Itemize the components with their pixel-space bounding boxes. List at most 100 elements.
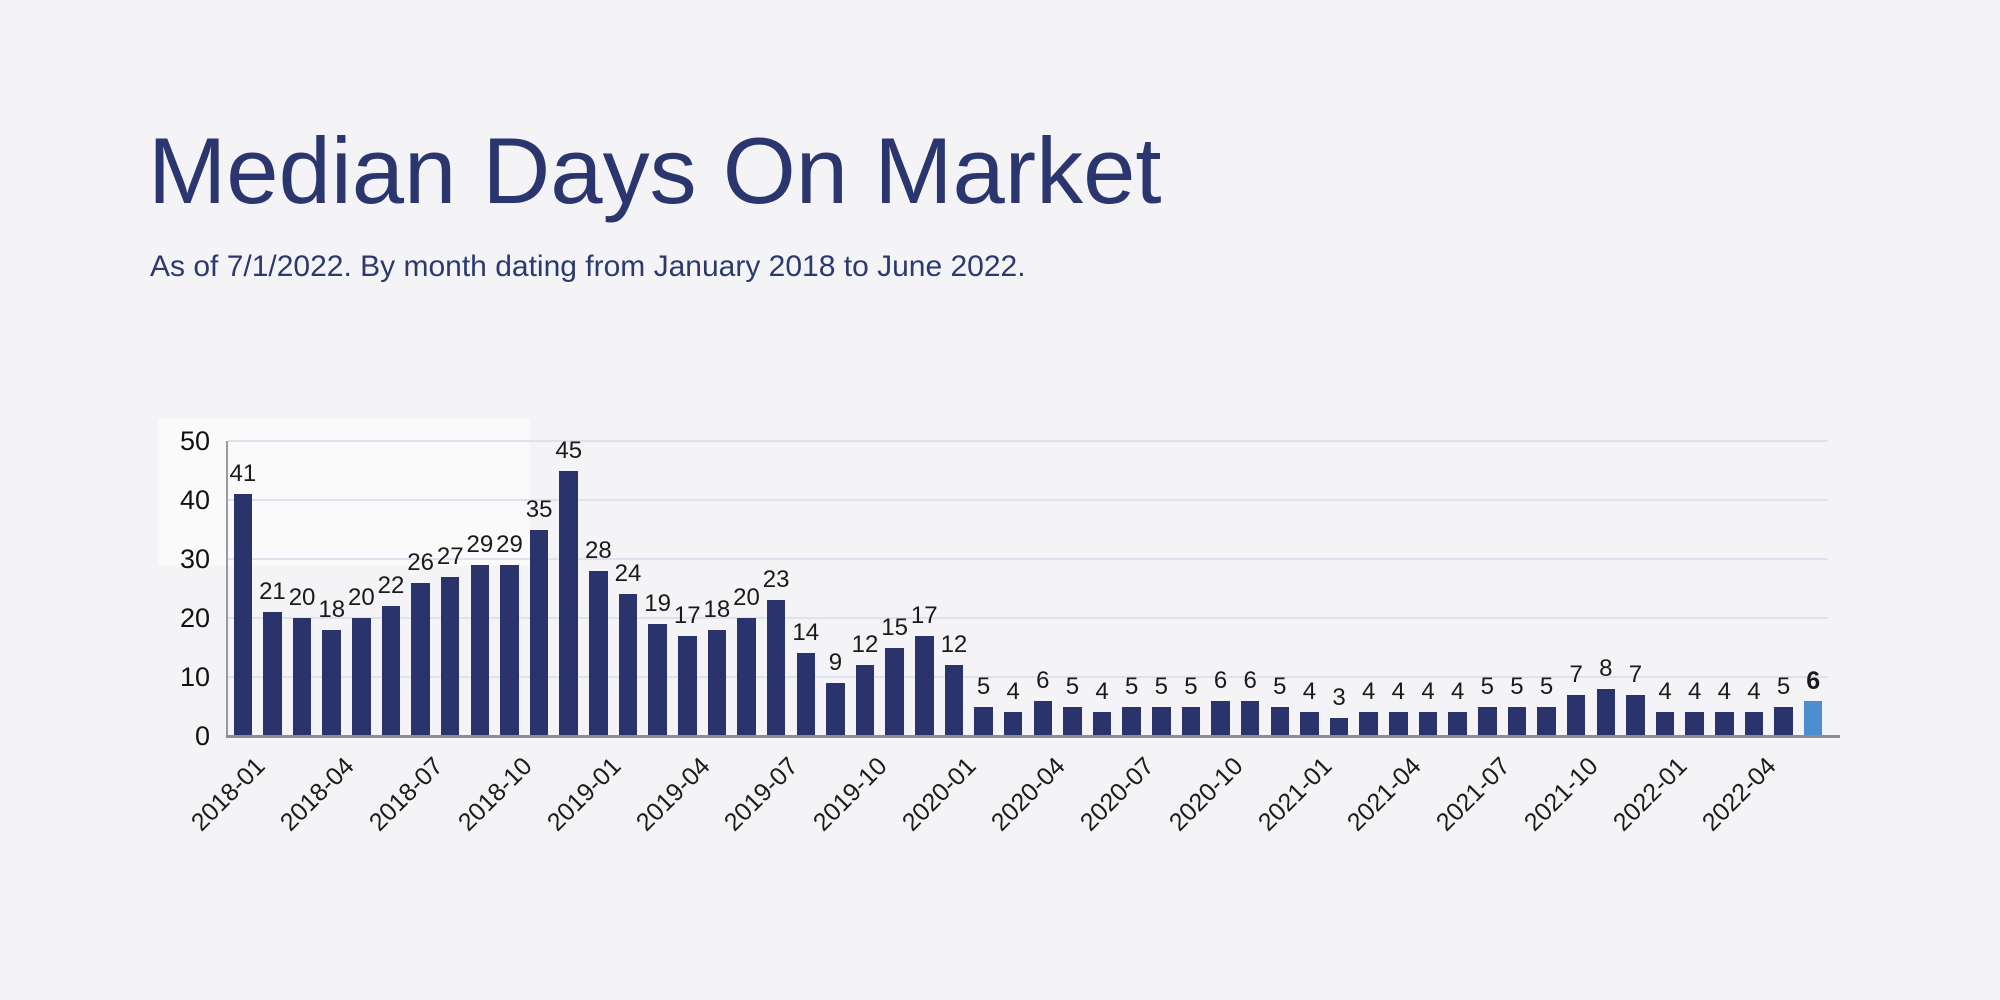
x-axis-tick-label: 2019-10 (808, 752, 893, 837)
bar (974, 706, 993, 736)
bar (1240, 700, 1260, 736)
bar-value-label: 8 (1599, 654, 1613, 682)
bar (1270, 706, 1290, 736)
bar-value-label: 35 (525, 495, 553, 523)
bar (559, 470, 578, 736)
bar-value-label: 19 (644, 589, 671, 617)
bar (1359, 712, 1378, 736)
x-axis-tick-label: 2022-04 (1697, 752, 1782, 837)
bar-value-label: 18 (703, 595, 731, 623)
bar (500, 564, 519, 736)
x-axis-tick-label: 2020-10 (1163, 752, 1249, 837)
bar-value-label: 5 (1539, 672, 1554, 700)
y-axis-tick-label: 20 (179, 603, 210, 633)
bar-value-label: 12 (851, 631, 879, 659)
bar-value-label: 4 (1717, 678, 1731, 706)
bar (1566, 694, 1586, 736)
bar-value-label: 4 (1687, 678, 1702, 706)
bar (1329, 718, 1349, 736)
bar (1063, 706, 1082, 736)
bar-value-label: 6 (1806, 666, 1821, 695)
bar (1122, 706, 1141, 736)
x-axis-tick-label: 2019-07 (719, 752, 804, 837)
bar-value-label: 5 (1154, 672, 1168, 700)
bar (796, 653, 816, 736)
bar (678, 635, 697, 736)
bar-value-label: 4 (1391, 678, 1406, 706)
bar (648, 623, 667, 736)
bar-value-label: 12 (940, 631, 968, 659)
bar (352, 618, 371, 736)
bar-value-label: 28 (585, 536, 612, 564)
bar-value-label: 21 (259, 578, 286, 606)
bar-value-label: 4 (1006, 678, 1020, 706)
bar-value-label: 7 (1569, 660, 1583, 688)
bar-value-label: 9 (828, 648, 843, 676)
bar (618, 594, 638, 736)
bar (233, 494, 253, 736)
bar-value-label: 17 (673, 601, 701, 629)
bar-value-label: 14 (792, 619, 820, 647)
bar-value-label: 41 (229, 460, 257, 488)
x-axis-tick-label: 2019-04 (630, 752, 716, 837)
x-axis-tick-label: 2021-04 (1341, 752, 1427, 837)
bar (826, 682, 845, 736)
bar-value-label: 5 (1065, 672, 1080, 700)
bar-value-label: 17 (910, 601, 938, 629)
x-axis-tick-label: 2021-07 (1430, 752, 1516, 837)
bar (1448, 712, 1467, 736)
x-axis-tick-label: 2019-01 (541, 752, 627, 837)
x-axis-tick-label: 2018-01 (185, 752, 271, 837)
bar (529, 529, 549, 736)
bar (1715, 712, 1734, 736)
x-axis-tick-label: 2020-01 (897, 752, 982, 837)
bar (1478, 706, 1497, 736)
bar (1685, 712, 1704, 736)
gridline (228, 440, 1828, 442)
bar (707, 629, 727, 736)
x-axis-tick-label: 2018-07 (363, 752, 449, 837)
x-axis-tick-label: 2020-07 (1074, 752, 1160, 837)
gridline (228, 499, 1828, 501)
y-axis-tick-label: 40 (179, 485, 210, 515)
x-axis-tick-label: 2020-04 (985, 752, 1071, 837)
y-axis-tick-label: 30 (179, 544, 210, 574)
bar-value-label: 4 (1362, 678, 1376, 706)
x-axis-tick-label: 2021-10 (1519, 752, 1604, 837)
bar (1596, 688, 1616, 736)
bar-value-label: 4 (1095, 678, 1109, 706)
bar (589, 570, 608, 736)
page-subtitle: As of 7/1/2022. By month dating from Jan… (150, 250, 1026, 283)
bar-value-label: 6 (1036, 666, 1050, 694)
bar-value-label: 4 (1302, 678, 1317, 706)
y-axis-line (226, 441, 228, 736)
bar (292, 618, 312, 736)
x-axis-tick-label: 2018-10 (452, 752, 538, 837)
bar (766, 600, 786, 736)
bar (855, 665, 875, 736)
x-axis-line (226, 735, 1840, 738)
gridline (228, 617, 1828, 619)
bar (1389, 712, 1408, 736)
gridline (228, 558, 1828, 560)
bar-value-label: 5 (1510, 672, 1524, 700)
bar-value-label: 5 (1125, 672, 1139, 700)
bar (915, 635, 934, 736)
bar-value-label: 20 (733, 584, 760, 611)
bar-value-label: 15 (881, 613, 908, 641)
bar (1507, 706, 1527, 736)
x-axis-tick-label: 2022-01 (1608, 752, 1693, 837)
bar-value-label: 20 (347, 584, 375, 611)
bar (440, 576, 460, 736)
bar-highlighted (1803, 700, 1823, 736)
bar (1003, 712, 1023, 736)
bar-value-label: 5 (1776, 672, 1791, 700)
bar (381, 606, 401, 736)
bar-value-label: 4 (1658, 678, 1672, 706)
bar-value-label: 18 (318, 595, 346, 623)
bar-value-label: 24 (614, 560, 642, 588)
bar (1152, 706, 1171, 736)
bar (1033, 700, 1053, 736)
bar-value-label: 6 (1243, 666, 1257, 694)
